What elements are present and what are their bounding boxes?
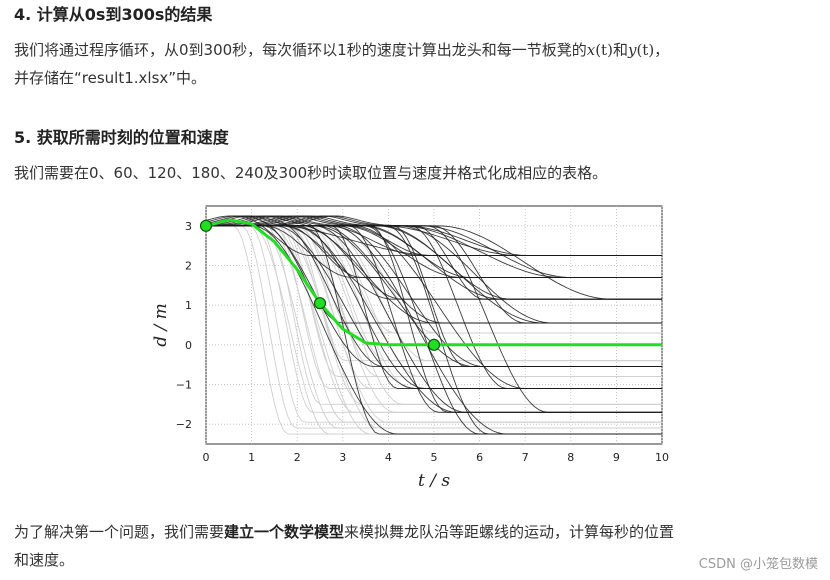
y-tick-label: 1: [185, 299, 192, 312]
x-tick-label: 4: [385, 451, 392, 464]
black-trajectory-curve: [206, 225, 662, 324]
csdn-watermark: CSDN @小笼包数模: [698, 557, 818, 572]
highlight-point: [427, 338, 441, 351]
y-tick-label: 2: [185, 260, 192, 273]
highlight-point: [199, 219, 213, 232]
x-tick-label: 7: [522, 451, 529, 464]
section-4-line2: 并存储在“result1.xlsx”中。: [14, 69, 207, 87]
x-tick-label: 10: [655, 451, 669, 464]
closing-bold: 建立一个数学模型: [224, 523, 345, 541]
black-trajectory-curve: [206, 215, 662, 300]
closing-line2: 和速度。: [14, 551, 75, 569]
x-tick-label: 2: [294, 451, 301, 464]
y-tick-label: 0: [185, 339, 192, 352]
and-text: 和: [612, 41, 628, 59]
x-tick-label: 3: [339, 451, 346, 464]
closing-text-a: 为了解决第一个问题，我们需要: [14, 523, 225, 541]
distance-time-chart: 0 1 2 3 4 5 6 7 8 9 10 −2 −1 0 1 2 3 t / s d / m: [151, 205, 669, 491]
x-axis-label: t / s: [418, 471, 450, 491]
y-tick-label: −2: [176, 418, 192, 431]
section-4-heading: 4. 计算从0s到300s的结果: [14, 5, 213, 24]
x-tick-label: 0: [203, 451, 210, 464]
y-tick-label: 3: [185, 220, 192, 233]
highlight-point: [313, 297, 327, 310]
x-tick-label: 9: [613, 451, 620, 464]
black-trajectory-curve: [205, 215, 662, 368]
closing-paragraph: 为了解决第一个问题，我们需要建立一个数学模型来模拟舞龙队沿等距螺线的运动，计算每…: [14, 518, 674, 574]
section-5-heading: 5. 获取所需时刻的位置和速度: [14, 128, 229, 147]
math-paren-t-2: (t): [636, 41, 655, 59]
black-trajectory-curve: [206, 215, 662, 435]
x-tick-label: 8: [567, 451, 574, 464]
x-tick-label: 1: [248, 451, 255, 464]
section-4-text-b: ，: [654, 41, 670, 59]
math-paren-t-1: (t): [595, 41, 613, 59]
y-tick-label: −1: [176, 379, 192, 392]
section-4-paragraph: 我们将通过程序循环，从0到300秒，每次循环以1秒的速度计算出龙头和每一节板凳的…: [14, 36, 669, 92]
section-5-paragraph: 我们需要在0、60、120、180、240及300秒时读取位置与速度并格式化成相…: [14, 164, 608, 182]
x-tick-label: 6: [476, 451, 483, 464]
y-axis-label: d / m: [151, 303, 171, 347]
math-x: x: [586, 41, 596, 59]
math-y: y: [627, 41, 637, 59]
section-4-text-a: 我们将通过程序循环，从0到300秒，每次循环以1秒的速度计算出龙头和每一节板凳的: [14, 41, 587, 59]
closing-text-b: 来模拟舞龙队沿等距螺线的运动，计算每秒的位置: [344, 523, 675, 541]
x-tick-label: 5: [431, 451, 438, 464]
